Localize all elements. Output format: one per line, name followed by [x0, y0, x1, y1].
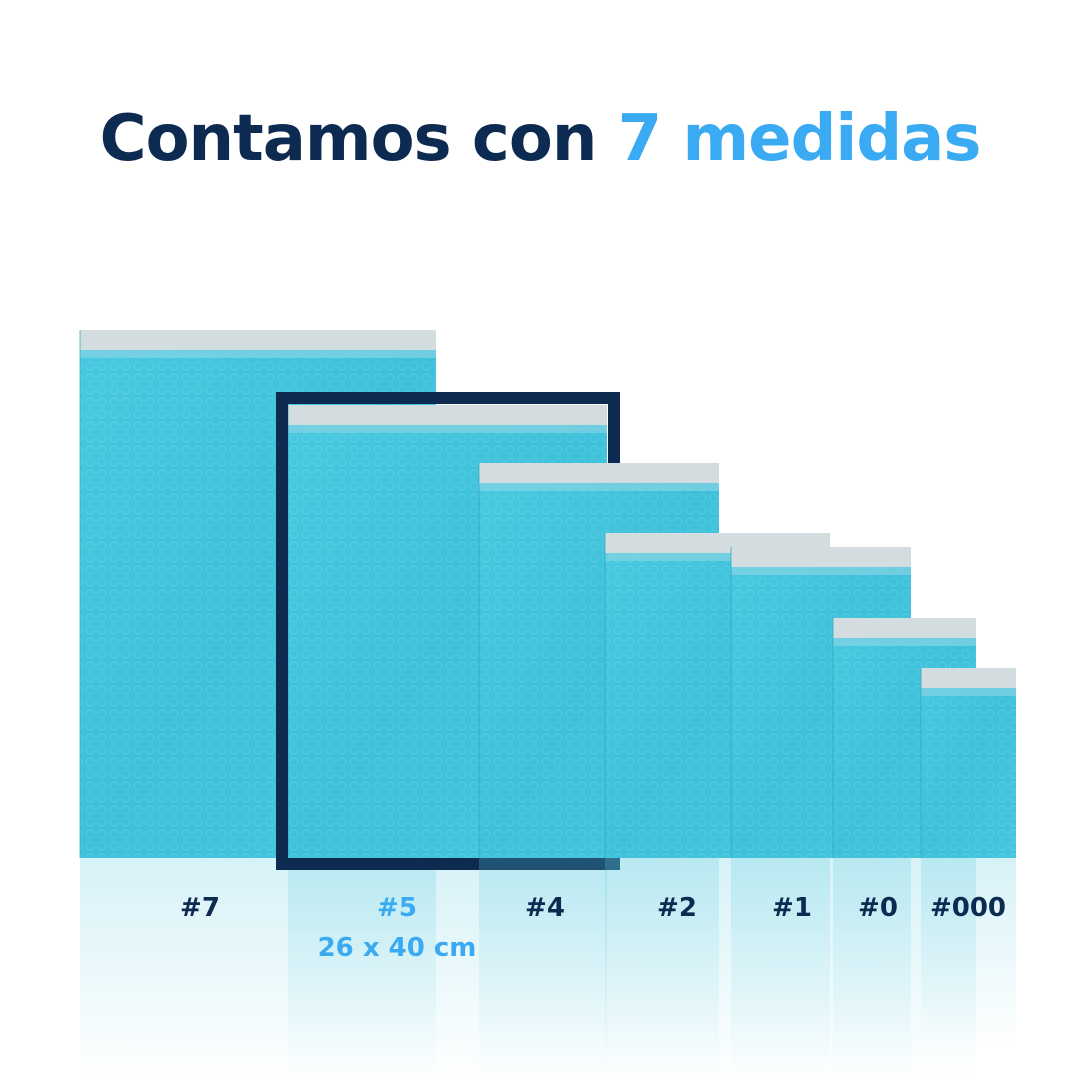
envelope: [920, 668, 1016, 858]
seal-shadow: [479, 483, 719, 491]
seal-shadow: [921, 688, 1016, 696]
size-label: #1: [772, 893, 812, 923]
size-label: #0: [858, 893, 898, 923]
title-accent: 7 medidas: [618, 102, 981, 176]
seal-strip: [921, 668, 1016, 688]
seal-strip: [479, 463, 719, 483]
seal-shadow: [288, 425, 607, 433]
seal-strip: [833, 618, 976, 638]
seal-shadow: [80, 350, 436, 358]
seal-strip: [80, 330, 436, 350]
bubble-texture: [921, 690, 1016, 858]
size-label: #2: [657, 893, 697, 923]
size-label: #4: [525, 893, 565, 923]
title: Contamos con 7 medidas: [100, 102, 981, 176]
size-label: #7: [180, 893, 220, 923]
size-label: #5: [377, 893, 417, 923]
seal-strip: [731, 547, 911, 567]
seal-strip: [288, 405, 607, 425]
seal-shadow: [605, 553, 830, 561]
title-main: Contamos con: [100, 102, 597, 176]
size-label: #000: [930, 893, 1006, 923]
seal-shadow: [833, 638, 976, 646]
seal-shadow: [731, 567, 911, 575]
size-dimension: 26 x 40 cm: [318, 933, 477, 963]
envelopes: [79, 330, 1016, 1080]
reflection: [921, 858, 1016, 1048]
